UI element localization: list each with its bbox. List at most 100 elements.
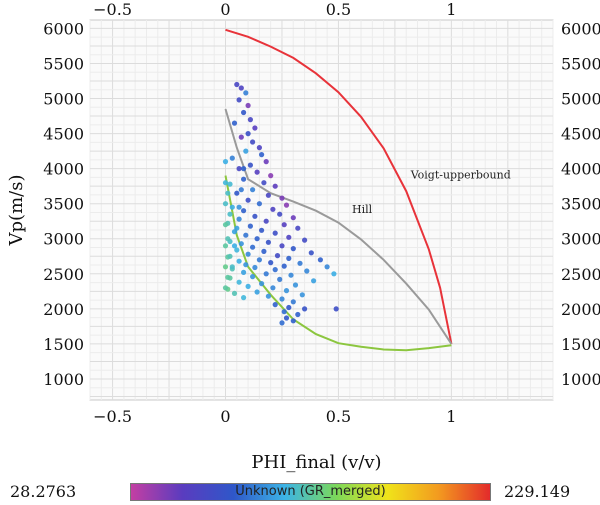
data-point xyxy=(254,289,260,295)
y-tick-label: 1000 xyxy=(43,370,84,389)
curves xyxy=(224,28,453,352)
data-point xyxy=(295,311,301,318)
data-point xyxy=(229,204,235,210)
curve-labels: Voigt-upperbound Hill xyxy=(352,168,511,215)
data-point xyxy=(295,225,301,231)
y-axis-label: Vp(m/s) xyxy=(6,175,27,247)
data-point xyxy=(277,211,283,217)
data-point xyxy=(238,134,244,140)
x-tick-label: 1 xyxy=(446,407,456,426)
y-tick-label: 5500 xyxy=(43,54,84,73)
data-point xyxy=(241,176,247,182)
data-point xyxy=(231,120,238,126)
data-point xyxy=(290,318,296,324)
data-point xyxy=(247,117,253,123)
data-point xyxy=(243,90,249,96)
data-point xyxy=(279,195,285,201)
data-point xyxy=(245,283,251,289)
data-point xyxy=(238,187,244,193)
data-point xyxy=(272,302,278,308)
data-point xyxy=(279,296,285,302)
x-tick-label: 0 xyxy=(220,407,230,426)
y-tick-label: 5000 xyxy=(43,90,84,109)
data-point xyxy=(225,236,231,242)
curve-hill xyxy=(224,108,453,345)
data-point xyxy=(234,190,240,196)
data-point xyxy=(292,282,299,288)
data-point xyxy=(245,102,251,109)
data-point xyxy=(277,276,283,282)
data-point xyxy=(286,234,292,240)
colorbar-label: Unknown (GR_merged) xyxy=(235,484,386,499)
data-point xyxy=(268,173,274,179)
data-point xyxy=(222,159,229,165)
data-point xyxy=(256,201,262,207)
y-right-tick-label: 4000 xyxy=(561,160,600,179)
data-point xyxy=(222,180,229,186)
data-point xyxy=(265,293,271,299)
y-tick-label: 4500 xyxy=(43,125,84,144)
data-point xyxy=(236,204,242,210)
data-point xyxy=(333,306,339,312)
scatter-plot: Voigt-upperbound Hill −0.5 0 0.5 1 −0.5 0 0.5 1 1… xyxy=(6,0,600,473)
x-top-tick-label: −0.5 xyxy=(93,0,132,19)
data-point xyxy=(252,213,258,219)
data-point xyxy=(250,187,256,193)
data-point xyxy=(311,278,317,284)
data-point xyxy=(231,290,238,296)
data-point xyxy=(243,262,249,268)
data-point xyxy=(222,243,229,249)
data-point xyxy=(259,227,265,233)
data-point xyxy=(247,162,253,168)
x-tick-label: −0.5 xyxy=(93,407,132,426)
data-point xyxy=(259,152,265,158)
data-point xyxy=(286,255,292,261)
curve-lower-bound xyxy=(224,175,452,352)
tick-labels: −0.5 0 0.5 1 −0.5 0 0.5 1 1000 1000 1500 1500 2000 20… xyxy=(43,0,600,426)
data-point xyxy=(317,257,323,263)
data-point xyxy=(241,295,247,301)
x-top-tick-label: 1 xyxy=(446,0,456,19)
y-tick-label: 3000 xyxy=(43,230,84,249)
data-point xyxy=(331,271,337,277)
data-point xyxy=(279,243,285,249)
data-point xyxy=(302,237,308,243)
y-right-tick-label: 5000 xyxy=(561,90,600,109)
y-right-tick-label: 2000 xyxy=(561,300,600,319)
data-point xyxy=(234,81,240,88)
data-point xyxy=(254,236,260,242)
data-point xyxy=(234,247,240,253)
y-right-tick-label: 5500 xyxy=(561,54,600,73)
data-point xyxy=(243,232,249,238)
data-point xyxy=(227,253,233,259)
y-right-tick-label: 2500 xyxy=(561,265,600,284)
x-top-tick-label: 0 xyxy=(220,0,230,19)
data-point xyxy=(288,272,294,278)
data-point xyxy=(299,292,305,298)
x-tick-label: 0.5 xyxy=(326,407,351,426)
data-point xyxy=(274,253,281,259)
data-point xyxy=(256,257,262,263)
data-point xyxy=(236,258,242,264)
data-point xyxy=(252,264,258,271)
data-point xyxy=(225,190,231,196)
data-point xyxy=(281,263,287,269)
data-point xyxy=(250,139,256,145)
data-point xyxy=(279,320,285,326)
data-point xyxy=(290,246,296,252)
data-point xyxy=(241,109,247,116)
data-point xyxy=(241,166,247,172)
y-tick-label: 3500 xyxy=(43,195,84,214)
data-point xyxy=(270,206,276,212)
y-right-tick-label: 3000 xyxy=(561,230,600,249)
data-point xyxy=(283,202,290,208)
data-point xyxy=(241,208,247,214)
data-point xyxy=(238,241,244,247)
data-point xyxy=(236,166,242,172)
data-point xyxy=(247,223,253,229)
data-point xyxy=(265,192,271,198)
data-point xyxy=(283,288,290,294)
data-point xyxy=(297,260,303,266)
data-point xyxy=(231,243,238,249)
data-point xyxy=(236,279,242,285)
